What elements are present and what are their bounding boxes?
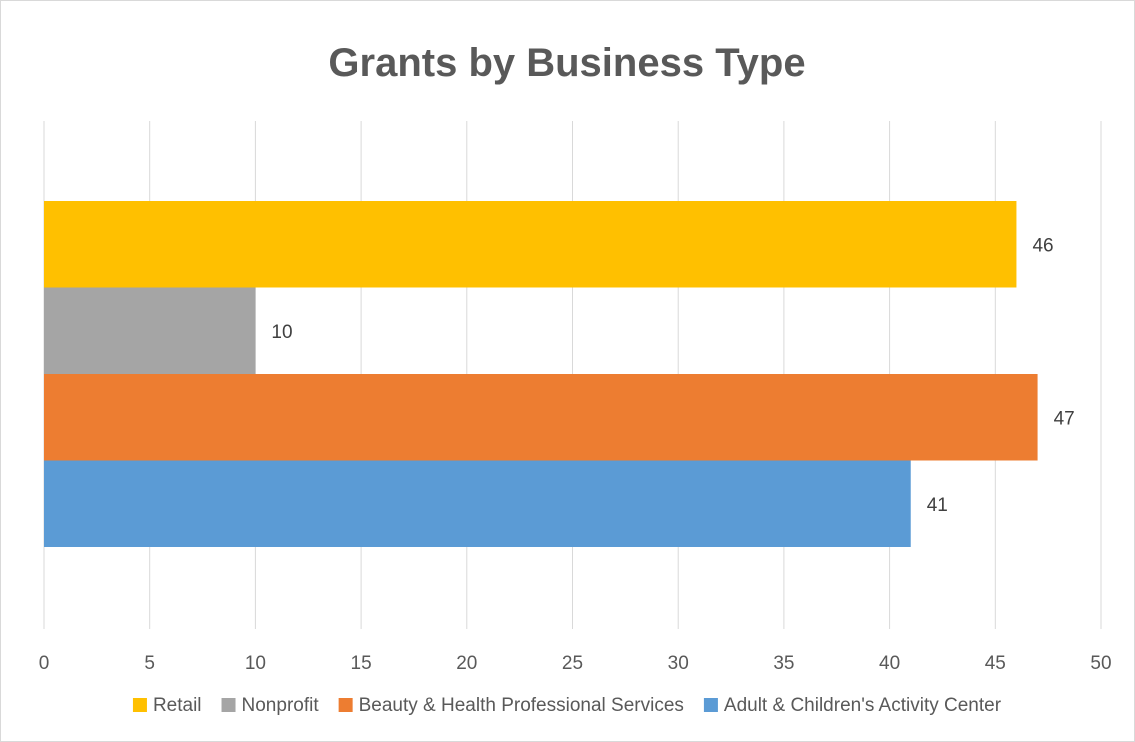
legend-item: Nonprofit (221, 695, 320, 716)
data-label: 46 (1032, 235, 1053, 256)
chart-title: Grants by Business Type (328, 41, 805, 85)
x-tick-label: 35 (773, 653, 794, 674)
data-label: 10 (271, 322, 292, 343)
legend-item: Beauty & Health Professional Services (338, 695, 684, 716)
legend: Retail Nonprofit Beauty & Health Professio… (132, 695, 1002, 716)
data-label: 41 (927, 495, 948, 516)
x-tick-label: 10 (245, 653, 266, 674)
legend-label: Retail (153, 695, 202, 716)
data-label: 47 (1054, 408, 1075, 429)
bar (44, 460, 911, 547)
legend-swatch (221, 698, 236, 712)
legend-label: Beauty & Health Professional Services (359, 695, 684, 716)
x-tick-label: 30 (668, 653, 689, 674)
legend-label: Adult & Children's Activity Center (724, 695, 1002, 716)
x-tick-label: 40 (879, 653, 900, 674)
legend-item: Adult & Children's Activity Center (703, 695, 1002, 716)
legend-swatch (132, 698, 147, 712)
bar (44, 287, 256, 374)
x-tick-label: 25 (562, 653, 583, 674)
x-tick-label: 0 (39, 653, 50, 674)
x-tick-label: 15 (351, 653, 372, 674)
bar (44, 374, 1038, 461)
data-labels: 46 10 47 41 (271, 235, 1074, 516)
x-tick-label: 20 (456, 653, 477, 674)
legend-label: Nonprofit (242, 695, 320, 716)
x-tick-label: 45 (985, 653, 1006, 674)
x-axis-ticks: 0 5 10 15 20 25 30 35 40 45 50 (39, 653, 1112, 674)
x-tick-label: 50 (1090, 653, 1111, 674)
legend-swatch (338, 698, 353, 712)
x-tick-label: 5 (144, 653, 155, 674)
legend-item: Retail (132, 695, 202, 716)
bar (44, 201, 1017, 288)
legend-swatch (703, 698, 718, 712)
bars (44, 201, 1038, 547)
